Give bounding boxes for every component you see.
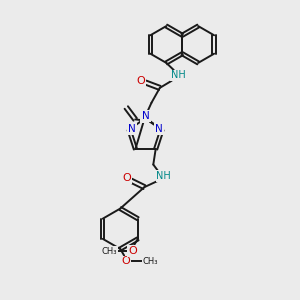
Text: O: O [128,246,137,256]
Text: S: S [141,112,148,123]
Text: N: N [155,124,163,134]
Text: N: N [142,111,150,121]
Text: CH₃: CH₃ [142,257,158,266]
Text: O: O [137,76,146,86]
Text: O: O [122,173,131,183]
Text: NH: NH [171,70,186,80]
Text: NH: NH [156,171,171,181]
Text: CH₃: CH₃ [101,247,117,256]
Text: N: N [128,124,136,134]
Text: O: O [121,256,130,266]
